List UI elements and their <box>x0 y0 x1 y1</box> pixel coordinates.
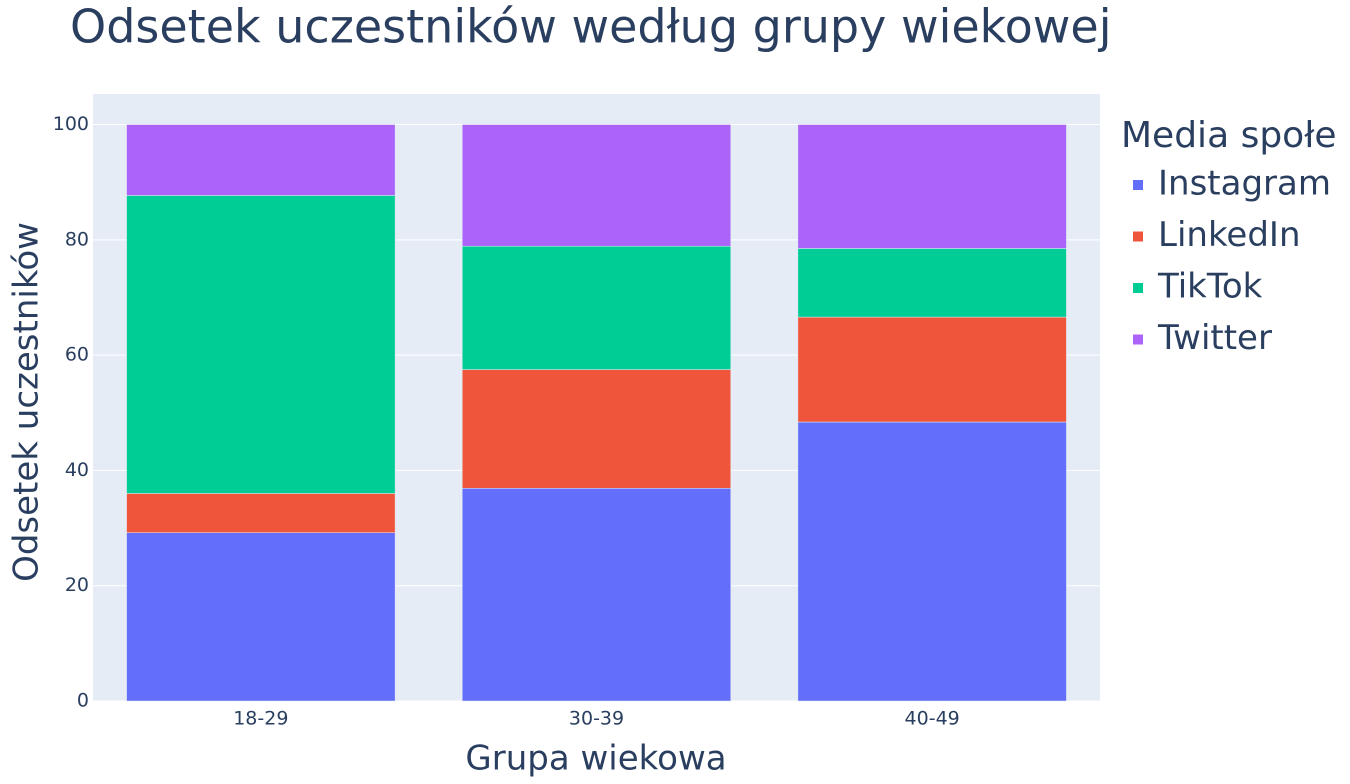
y-tick-label: 80 <box>65 228 89 250</box>
bar-segment <box>797 248 1067 318</box>
bar-segment <box>126 532 396 702</box>
legend-label: Instagram <box>1158 164 1331 204</box>
legend-title: Media społe <box>1121 115 1337 156</box>
x-tick-label: 18-29 <box>233 708 288 730</box>
bar-segment <box>126 493 396 533</box>
legend-marker <box>1133 283 1143 293</box>
y-tick-label: 60 <box>65 344 89 366</box>
bar-segment <box>461 369 732 489</box>
y-tick-label: 40 <box>65 459 89 481</box>
bar-segment <box>126 124 396 196</box>
x-tick-label: 40-49 <box>905 708 960 730</box>
y-axis-title: Odsetek uczestników <box>7 222 47 582</box>
bar-segment <box>797 316 1067 423</box>
x-tick-label: 30-39 <box>569 708 624 730</box>
chart-title: Odsetek uczestników według grupy wiekowe… <box>70 0 1112 54</box>
legend-marker <box>1133 180 1143 190</box>
legend-marker <box>1133 231 1143 242</box>
bar-segment <box>461 488 732 702</box>
x-axis-title: Grupa wiekowa <box>465 739 726 779</box>
y-tick-label: 100 <box>53 113 89 135</box>
bar-segment <box>461 124 732 247</box>
bar-segment <box>126 195 396 494</box>
y-tick-label: 20 <box>65 574 89 596</box>
bar-segment <box>797 421 1067 702</box>
legend-label: Twitter <box>1157 318 1272 358</box>
legend-label: TikTok <box>1157 267 1263 307</box>
legend-marker <box>1133 334 1143 345</box>
bar-segment <box>797 124 1067 249</box>
bar-segment <box>461 245 732 370</box>
legend-label: LinkedIn <box>1158 215 1301 255</box>
y-tick-label: 0 <box>77 690 89 712</box>
